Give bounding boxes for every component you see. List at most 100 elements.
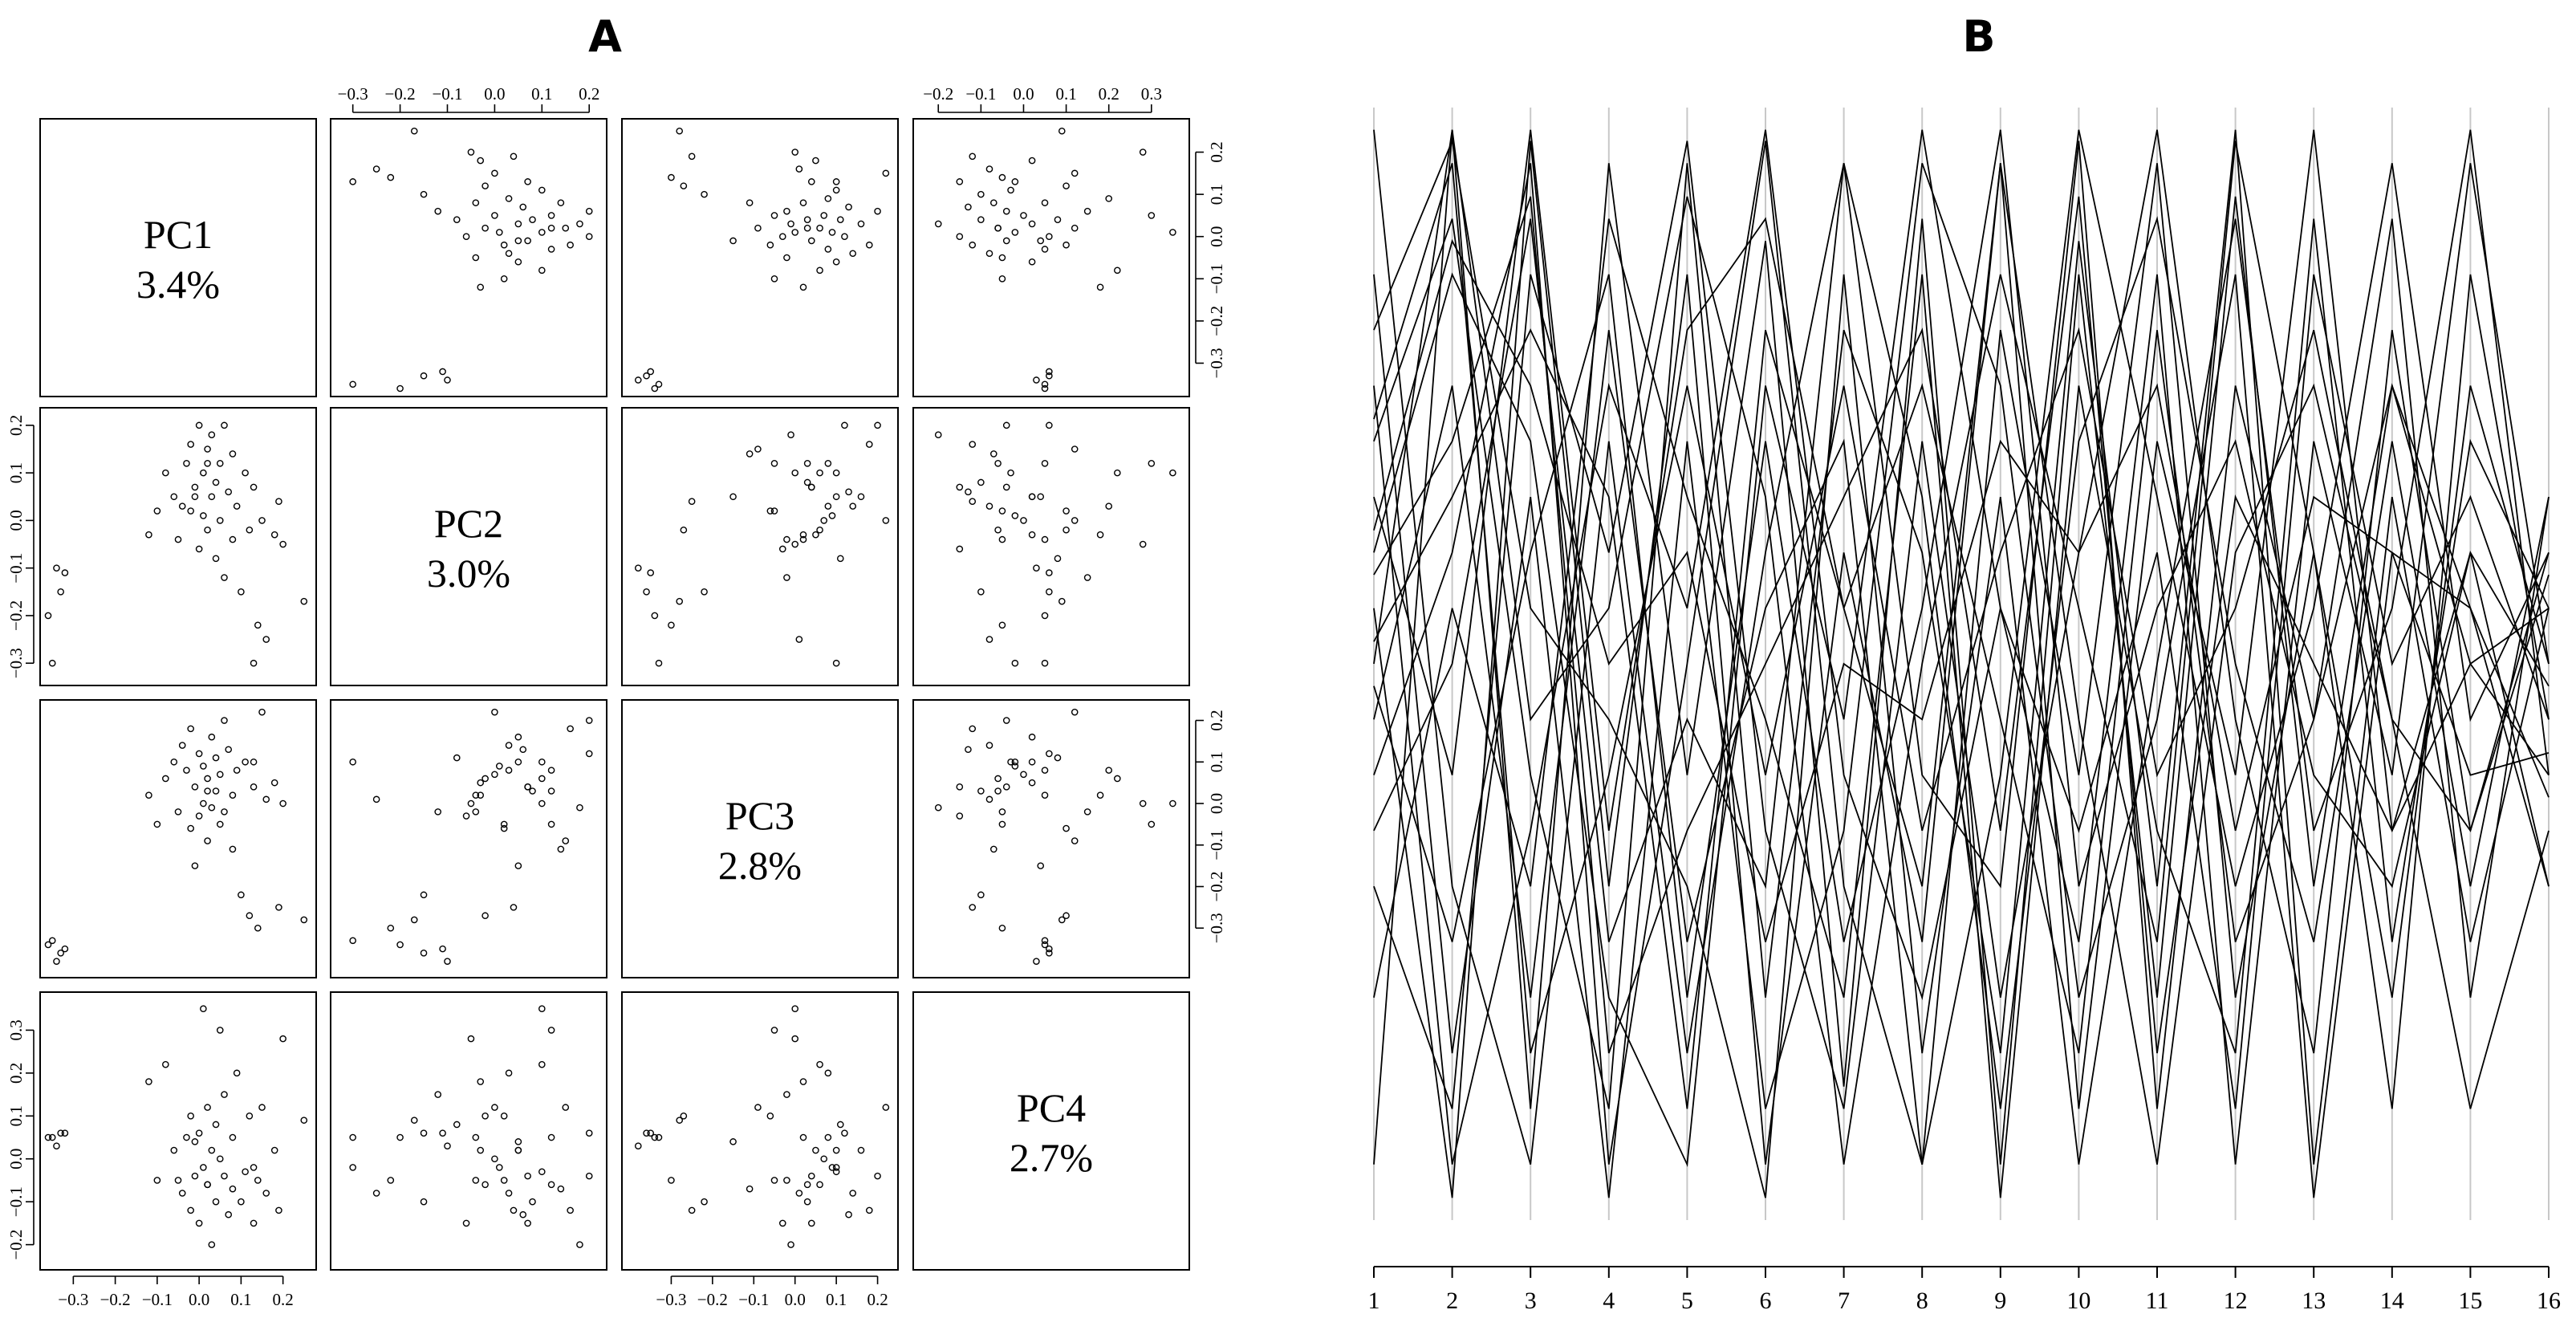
pairs-point-r1-c4-25 (977, 216, 985, 223)
pairs-point-r2-c1-28 (221, 421, 228, 429)
pairs-point-r3-c2-44 (410, 916, 418, 924)
pairs-point-r2-c1-18 (200, 469, 207, 477)
pairs-point-r2-c3-21 (816, 526, 823, 534)
pairs-x-tick-label-3-4: 0.0 (785, 1290, 806, 1309)
pairs-point-r3-c2-32 (557, 845, 565, 853)
pairs-point-r1-c2-46 (547, 224, 555, 232)
pairs-point-r2-c4-44 (1058, 597, 1066, 605)
pairs-point-r4-c3-44 (676, 1117, 684, 1124)
pairs-point-r3-c2-12 (547, 767, 555, 774)
pairs-point-r4-c3-17 (778, 1219, 786, 1227)
pairs-point-r1-c4-23 (934, 220, 942, 228)
pairs-y-tick-label-4-4: 0.1 (6, 1105, 26, 1126)
pairs-point-r1-c2-26 (547, 212, 555, 219)
pairs-point-r3-c2-19 (495, 763, 503, 770)
pairs-point-r1-c4-6 (1096, 283, 1104, 291)
pairs-point-r1-c3-21 (816, 224, 823, 232)
pairs-point-r3-c2-43 (467, 799, 475, 807)
pairs-point-r4-c3-15 (807, 1172, 815, 1180)
parallel-x-tick-label-1: 1 (1368, 1287, 1380, 1314)
pairs-point-r3-c1-37 (250, 783, 258, 791)
pairs-point-r1-c2-24 (453, 216, 461, 223)
parallel-series-line-5 (1373, 129, 2550, 1165)
pairs-point-r2-c1-17 (195, 545, 203, 553)
pairs-point-r1-c4-29 (1083, 207, 1091, 215)
pairs-point-r3-c1-46 (204, 787, 211, 795)
pairs-point-r4-c2-16 (585, 1129, 593, 1137)
parallel-x-tick-label-15: 15 (2458, 1287, 2482, 1314)
pairs-point-r4-c3-31 (799, 1133, 807, 1141)
pairs-point-r4-c3-3 (634, 1142, 642, 1150)
panel-b-label: B (1962, 11, 1995, 62)
pairs-point-r4-c3-12 (824, 1133, 832, 1141)
pairs-point-r1-c4-18 (1169, 229, 1176, 236)
pairs-diagonal-name-1: PC1 (144, 212, 213, 257)
pairs-point-r3-c4-15 (1002, 783, 1010, 791)
pairs-point-r1-c4-11 (985, 250, 993, 258)
pairs-point-r4-c3-4 (651, 1133, 659, 1141)
pairs-point-r3-c2-4 (396, 941, 404, 949)
pairs-point-r2-c3-19 (828, 512, 836, 519)
pairs-point-r4-c2-33 (505, 1069, 513, 1077)
pairs-point-r1-c2-35 (538, 186, 546, 194)
parallel-x-tick-label-9: 9 (1994, 1287, 2006, 1314)
pairs-point-r2-c4-25 (977, 478, 985, 486)
pairs-point-r1-c2-44 (410, 127, 418, 135)
pairs-point-r2-c1-24 (212, 555, 220, 563)
parallel-series-line-19 (1373, 163, 2550, 1054)
pairs-point-r4-c3-46 (803, 1181, 811, 1189)
parallel-x-tick-label-8: 8 (1916, 1287, 1928, 1314)
pairs-point-r4-c2-40 (372, 1190, 380, 1197)
pairs-point-r2-c3-10 (783, 535, 790, 543)
pairs-point-r4-c3-25 (803, 1198, 811, 1206)
pairs-point-r1-c2-14 (567, 241, 574, 249)
pairs-point-r1-c3-4 (651, 384, 659, 393)
pairs-x-tick-label-1-1: −0.3 (58, 1290, 88, 1309)
pairs-point-r3-c4-23 (934, 803, 942, 812)
pairs-point-r2-c3-5 (647, 569, 655, 576)
pairs-point-r4-c2-25 (529, 1198, 536, 1206)
pairs-point-r3-c1-44 (300, 916, 308, 924)
pairs-cell-frame-r4-c4 (912, 991, 1190, 1271)
pairs-y-tick-label-1-2: −0.2 (1207, 306, 1226, 336)
pairs-point-r3-c1-4 (44, 941, 52, 949)
pairs-point-r2-c4-12 (1041, 459, 1049, 467)
pairs-point-r4-c3-37 (807, 1219, 815, 1227)
pairs-point-r3-c1-35 (242, 758, 249, 766)
pairs-diagonal-variance-2: 3.0% (427, 551, 510, 596)
pairs-point-r3-c1-29 (221, 808, 228, 816)
pairs-point-r1-c3-18 (791, 229, 799, 236)
pairs-point-r4-c3-30 (845, 1210, 852, 1218)
pairs-cell-frame-r4-c1 (39, 991, 317, 1271)
pairs-point-r3-c1-45 (250, 758, 258, 766)
pairs-point-r1-c3-25 (803, 216, 811, 223)
pairs-point-r4-c1-9 (170, 1146, 178, 1154)
pairs-point-r4-c3-8 (816, 1060, 823, 1068)
pairs-point-r2-c3-16 (841, 421, 848, 429)
pairs-point-r4-c3-2 (643, 1129, 650, 1137)
pairs-point-r3-c2-39 (491, 708, 498, 716)
pairs-point-r2-c3-2 (643, 588, 650, 596)
pairs-point-r4-c2-30 (519, 1210, 527, 1218)
pairs-point-r4-c1-22 (208, 1146, 216, 1154)
pairs-point-r4-c2-1 (349, 1133, 356, 1141)
pairs-point-r1-c3-10 (783, 254, 790, 262)
pairs-point-r3-c4-43 (1139, 799, 1147, 807)
pairs-point-r1-c2-4 (396, 384, 404, 393)
pairs-point-r3-c2-9 (514, 758, 522, 766)
pairs-point-r3-c1-5 (61, 945, 69, 953)
pairs-point-r2-c1-1 (48, 659, 56, 667)
pairs-point-r3-c2-23 (576, 803, 583, 812)
pairs-point-r2-c4-38 (998, 621, 1006, 629)
pairs-point-r4-c1-39 (258, 1104, 266, 1111)
pairs-point-r3-c2-3 (444, 958, 451, 965)
pairs-point-r3-c1-11 (178, 742, 186, 749)
pairs-y-tick-label-2-6: 0.2 (6, 415, 26, 436)
pairs-point-r2-c4-3 (1033, 564, 1040, 572)
pairs-point-r3-c1-33 (233, 767, 241, 774)
pairs-point-r2-c4-43 (1139, 540, 1147, 548)
pairs-point-r2-c4-2 (1046, 588, 1053, 596)
pairs-point-r2-c3-13 (766, 507, 774, 515)
pairs-point-r1-c3-26 (770, 212, 778, 219)
pairs-point-r3-c2-28 (585, 717, 593, 724)
